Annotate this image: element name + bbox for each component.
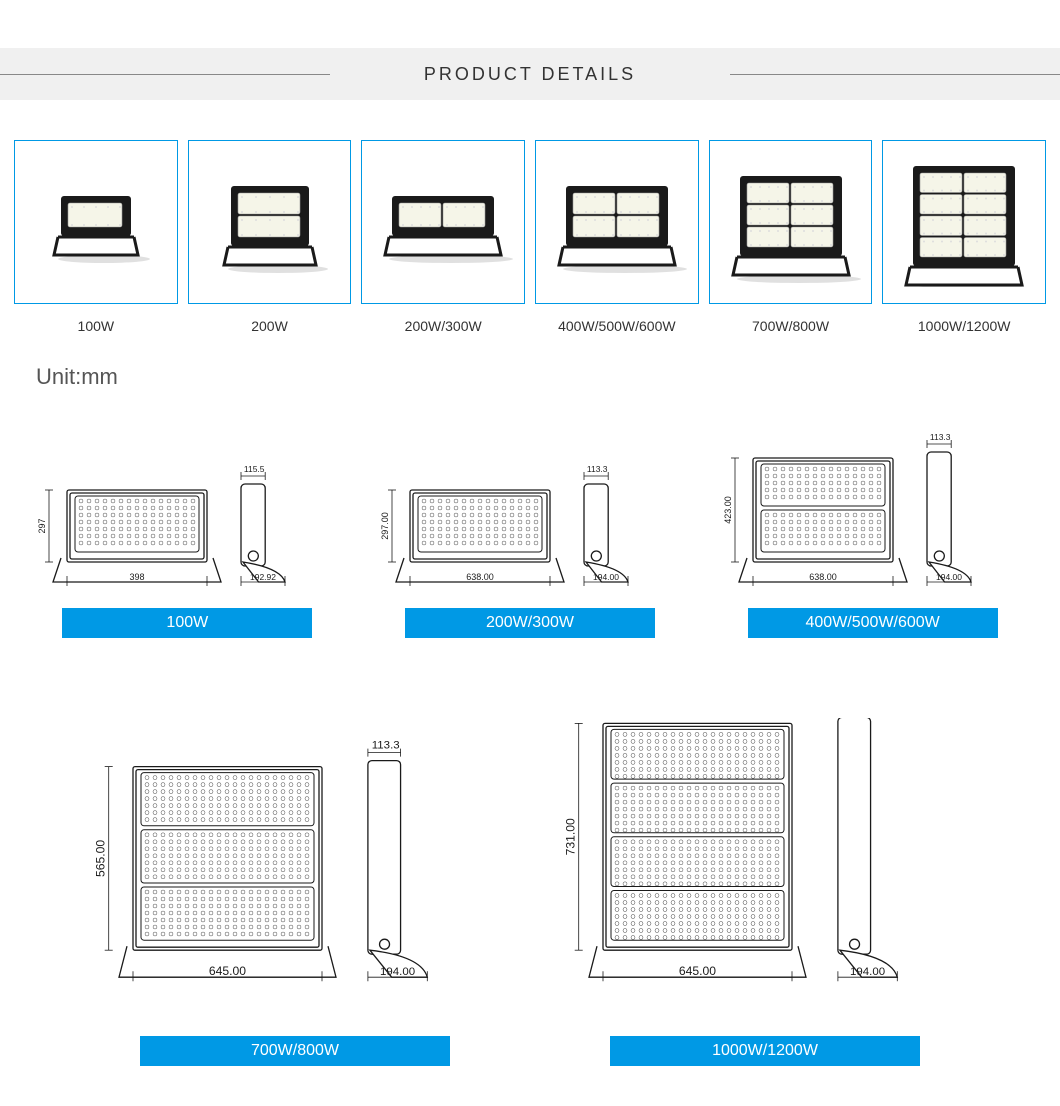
svg-text:638.00: 638.00 [466,572,494,582]
dimension-item: 398 297 192.92 115.5 100W [27,380,347,638]
dimension-label: 1000W/1200W [610,1036,920,1066]
svg-text:115.5: 115.5 [244,464,265,474]
product-card: 700W/800W [709,140,873,334]
dimension-item: 638.00 297.00 194.00 113.3 200W/300W [370,380,690,638]
product-label: 400W/500W/600W [558,318,676,334]
product-card: 400W/500W/600W [535,140,699,334]
product-image [535,140,699,304]
product-image [882,140,1046,304]
svg-text:398: 398 [130,572,145,582]
svg-text:565.00: 565.00 [94,840,108,877]
dimension-label: 200W/300W [405,608,655,638]
svg-text:194.00: 194.00 [936,572,962,582]
section-header: PRODUCT DETAILS [0,48,1060,100]
product-card: 1000W/1200W [882,140,1046,334]
product-grid: 100W 200W 200W/300W 400W/500W/600W 700W/… [0,100,1060,334]
svg-text:194.00: 194.00 [593,572,619,582]
product-card: 200W [188,140,352,334]
product-card: 200W/300W [361,140,525,334]
product-image [361,140,525,304]
product-image [14,140,178,304]
product-label: 700W/800W [752,318,829,334]
svg-text:638.00: 638.00 [809,572,837,582]
dimension-label: 100W [62,608,312,638]
svg-text:192.92: 192.92 [250,572,276,582]
dimensions-row-2: 645.00 565.00 194.00 113.3 700W/800W [0,638,1060,1106]
dimension-label: 400W/500W/600W [748,608,998,638]
svg-text:113.3: 113.3 [587,464,608,474]
product-image [709,140,873,304]
svg-text:113.3: 113.3 [930,432,951,442]
dimension-drawing: 638.00 423.00 194.00 113.3 [713,380,1033,590]
product-label: 1000W/1200W [918,318,1011,334]
svg-text:194.00: 194.00 [850,966,885,978]
svg-text:297: 297 [37,518,47,533]
product-image [188,140,352,304]
dimension-item: 638.00 423.00 194.00 113.3 400W/500W/600… [713,380,1033,638]
svg-text:423.00: 423.00 [723,496,733,524]
svg-text:645.00: 645.00 [209,964,246,978]
section-title: PRODUCT DETAILS [424,64,636,85]
product-label: 200W/300W [405,318,482,334]
dimension-drawing: 398 297 192.92 115.5 [27,380,347,590]
svg-text:731.00: 731.00 [564,818,578,855]
svg-text:297.00: 297.00 [380,512,390,540]
product-card: 100W [14,140,178,334]
dimension-label: 700W/800W [140,1036,450,1066]
dimension-drawing: 638.00 297.00 194.00 113.3 [370,380,690,590]
dimension-drawing: 645.00 731.00 194.00 113.3 [549,668,981,988]
svg-text:194.00: 194.00 [380,966,415,978]
dimension-item: 645.00 565.00 194.00 113.3 700W/800W [79,668,511,1066]
svg-text:113.3: 113.3 [372,740,400,752]
dimension-item: 645.00 731.00 194.00 113.3 1000W/1200W [549,668,981,1066]
product-label: 200W [251,318,288,334]
product-label: 100W [78,318,115,334]
dimension-drawing: 645.00 565.00 194.00 113.3 [79,668,511,988]
svg-text:645.00: 645.00 [679,964,716,978]
dimensions-row-1: 398 297 192.92 115.5 100W [0,380,1060,638]
